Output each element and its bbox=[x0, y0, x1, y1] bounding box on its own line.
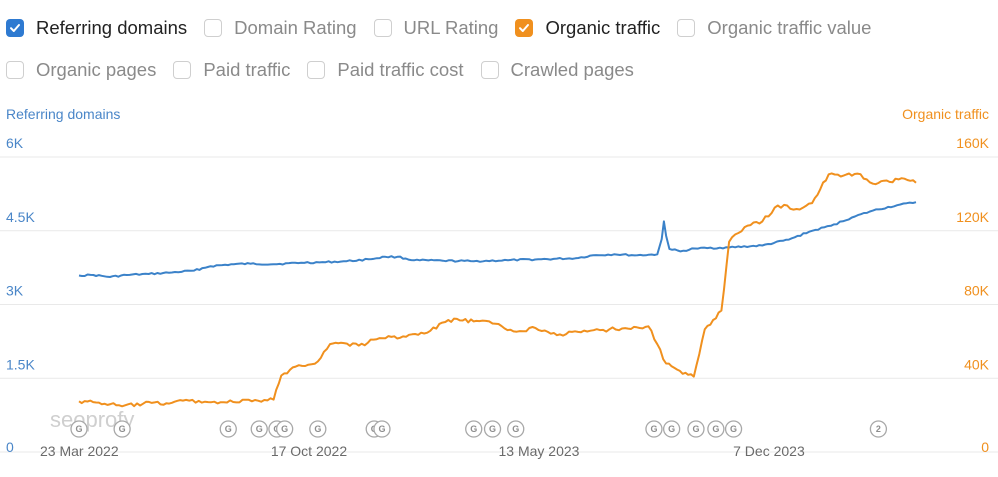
metric-toggle-organic-traffic[interactable]: Organic traffic bbox=[515, 17, 660, 39]
chart-series bbox=[78, 172, 917, 408]
right-tick-label: 120K bbox=[956, 209, 989, 225]
metric-selector-row-1: Referring domains Domain Rating URL Rating… bbox=[6, 17, 888, 39]
x-axis-ticks: 23 Mar 2022 17 Oct 2022 13 May 2023 7 Dec 2… bbox=[40, 443, 805, 459]
checkbox-empty-icon[interactable] bbox=[6, 61, 24, 79]
marker-label: G bbox=[730, 424, 737, 434]
metric-label: Organic pages bbox=[36, 59, 157, 80]
series-line-referring-domains[interactable] bbox=[78, 201, 917, 278]
checkbox-empty-icon[interactable] bbox=[307, 61, 326, 79]
metric-label: Crawled pages bbox=[510, 59, 634, 80]
google-update-marker-icon[interactable]: G bbox=[70, 420, 88, 438]
metric-toggle-referring-domains[interactable]: Referring domains bbox=[6, 17, 187, 39]
x-tick-label: 7 Dec 2023 bbox=[733, 443, 805, 459]
marker-label: G bbox=[668, 424, 675, 434]
marker-label: G bbox=[650, 424, 657, 434]
google-update-marker-icon[interactable]: G bbox=[219, 420, 237, 438]
checkbox-empty-icon[interactable] bbox=[677, 19, 696, 37]
marker-label: G bbox=[256, 424, 263, 434]
metric-label: Paid traffic cost bbox=[337, 59, 464, 80]
checkbox-empty-icon[interactable] bbox=[480, 61, 499, 79]
google-update-marker-icon[interactable]: G bbox=[707, 420, 725, 438]
right-tick-label: 0 bbox=[981, 439, 989, 455]
marker-label: G bbox=[314, 424, 321, 434]
metric-label: Paid traffic bbox=[203, 59, 291, 80]
right-tick-label: 40K bbox=[964, 356, 990, 372]
left-axis-title: Referring domains bbox=[6, 106, 120, 122]
metric-label: Referring domains bbox=[36, 17, 188, 38]
metric-toggle-url-rating[interactable]: URL Rating bbox=[373, 17, 499, 39]
google-update-marker-icon[interactable]: G bbox=[724, 420, 743, 438]
marker-label: G bbox=[512, 424, 519, 434]
chart-grid bbox=[0, 156, 998, 453]
marker-label: G bbox=[75, 424, 82, 434]
google-update-marker-icon[interactable]: G bbox=[645, 420, 663, 438]
metric-toggle-paid-traffic-cost[interactable]: Paid traffic cost bbox=[307, 59, 464, 81]
marker-label: G bbox=[489, 424, 496, 434]
checkbox-checked-icon[interactable] bbox=[515, 19, 534, 37]
metric-label: Domain Rating bbox=[234, 17, 357, 38]
marker-label: G bbox=[712, 424, 719, 434]
chart: Referring domains Organic traffic 0 1.5K 3… bbox=[0, 106, 998, 459]
left-tick-label: 3K bbox=[6, 283, 24, 299]
left-tick-label: 0 bbox=[6, 439, 14, 455]
metric-toggle-crawled-pages[interactable]: Crawled pages bbox=[480, 59, 634, 81]
marker-label: G bbox=[378, 424, 385, 434]
metric-label: Organic traffic value bbox=[707, 17, 872, 38]
google-update-marker-icon[interactable]: G bbox=[465, 420, 483, 438]
metric-toggle-paid-traffic[interactable]: Paid traffic bbox=[173, 59, 290, 81]
x-tick-label: 23 Mar 2022 bbox=[40, 443, 119, 459]
marker-label: G bbox=[119, 424, 126, 434]
x-tick-label: 13 May 2023 bbox=[498, 443, 579, 459]
annotation-markers[interactable]: GGGGGGGGGGGGGGGGG2 bbox=[70, 420, 888, 438]
google-update-marker-icon[interactable]: G bbox=[483, 420, 502, 438]
google-update-marker-icon[interactable]: G bbox=[309, 420, 327, 438]
marker-label: G bbox=[225, 424, 232, 434]
marker-label: G bbox=[281, 424, 288, 434]
checkbox-checked-icon[interactable] bbox=[6, 19, 24, 37]
google-update-marker-icon[interactable]: G bbox=[250, 420, 268, 438]
google-update-marker-icon[interactable]: G bbox=[687, 420, 705, 438]
right-axis-ticks: 0 40K 80K 120K 160K bbox=[956, 135, 989, 455]
checkbox-empty-icon[interactable] bbox=[204, 19, 223, 37]
right-tick-label: 80K bbox=[964, 283, 990, 299]
x-tick-label: 17 Oct 2022 bbox=[271, 443, 347, 459]
left-axis-ticks: 0 1.5K 3K 4.5K 6K bbox=[6, 135, 35, 455]
google-update-marker-icon[interactable]: 2 bbox=[869, 420, 888, 438]
google-update-marker-icon[interactable]: G bbox=[373, 420, 391, 438]
metric-toggle-domain-rating[interactable]: Domain Rating bbox=[204, 17, 357, 39]
right-axis-title: Organic traffic bbox=[902, 106, 989, 122]
metric-label: URL Rating bbox=[403, 17, 499, 38]
left-tick-label: 4.5K bbox=[6, 209, 35, 225]
marker-label: G bbox=[470, 424, 477, 434]
checkbox-empty-icon[interactable] bbox=[373, 19, 392, 37]
checkbox-empty-icon[interactable] bbox=[173, 61, 192, 79]
left-tick-label: 1.5K bbox=[6, 356, 35, 372]
metric-selector-row-2: Organic pages Paid traffic Paid traffic co… bbox=[6, 59, 651, 81]
metric-label: Organic traffic bbox=[545, 17, 661, 38]
google-update-marker-icon[interactable]: G bbox=[662, 420, 681, 438]
google-update-marker-icon[interactable]: G bbox=[276, 420, 294, 438]
series-line-organic-traffic[interactable] bbox=[78, 172, 917, 408]
right-tick-label: 160K bbox=[956, 135, 989, 151]
metric-toggle-organic-pages[interactable]: Organic pages bbox=[6, 59, 156, 81]
metric-toggle-organic-traffic-value[interactable]: Organic traffic value bbox=[677, 17, 871, 39]
marker-label: 2 bbox=[876, 424, 881, 434]
marker-label: G bbox=[692, 424, 699, 434]
google-update-marker-icon[interactable]: G bbox=[507, 420, 525, 438]
left-tick-label: 6K bbox=[6, 135, 24, 151]
google-update-marker-icon[interactable]: G bbox=[113, 420, 131, 438]
